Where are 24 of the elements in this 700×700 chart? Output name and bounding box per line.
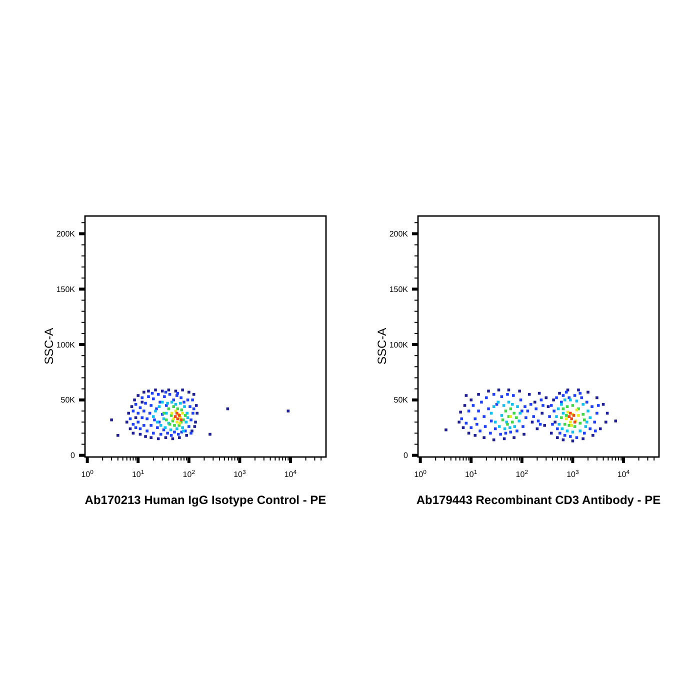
x-tick-label: 10$^{3}$ — [234, 469, 246, 479]
y-tick-label: 150K — [389, 284, 409, 294]
y-axis-title: SSC-A — [42, 328, 56, 364]
y-axis-title: SSC-A — [375, 328, 390, 364]
x-tick-label: 10$^{2}$ — [516, 469, 529, 479]
y-tick-label: 100K — [389, 340, 409, 350]
y-tick-label: 0 — [404, 451, 409, 460]
x-tick-label: 10$^{0}$ — [414, 469, 428, 479]
y-tick-label: 0 — [70, 451, 76, 460]
y-tick-label: 200K — [389, 230, 409, 239]
y-tick-label: 50K — [60, 396, 76, 405]
x-axis-title: Ab170213 Human IgG Isotype Control - PE — [84, 493, 326, 507]
x-tick-label: 10$^{2}$ — [182, 469, 196, 479]
x-tick-label: 10$^{4}$ — [284, 469, 298, 479]
y-tick-label: 200K — [56, 230, 76, 239]
x-tick-label: 10$^{1}$ — [464, 469, 478, 479]
y-tick-label: 150K — [56, 284, 76, 294]
x-tick-label: 10$^{4}$ — [617, 469, 630, 479]
y-tick-label: 50K — [394, 396, 409, 405]
y-tick-label: 100K — [56, 340, 76, 350]
x-tick-label: 10$^{3}$ — [566, 469, 580, 479]
x-axis-title: Ab179443 Recombinant CD3 Antibody - PE — [416, 493, 661, 507]
x-tick-label: 10$^{1}$ — [132, 469, 145, 479]
x-tick-label: 10$^{0}$ — [81, 469, 94, 479]
